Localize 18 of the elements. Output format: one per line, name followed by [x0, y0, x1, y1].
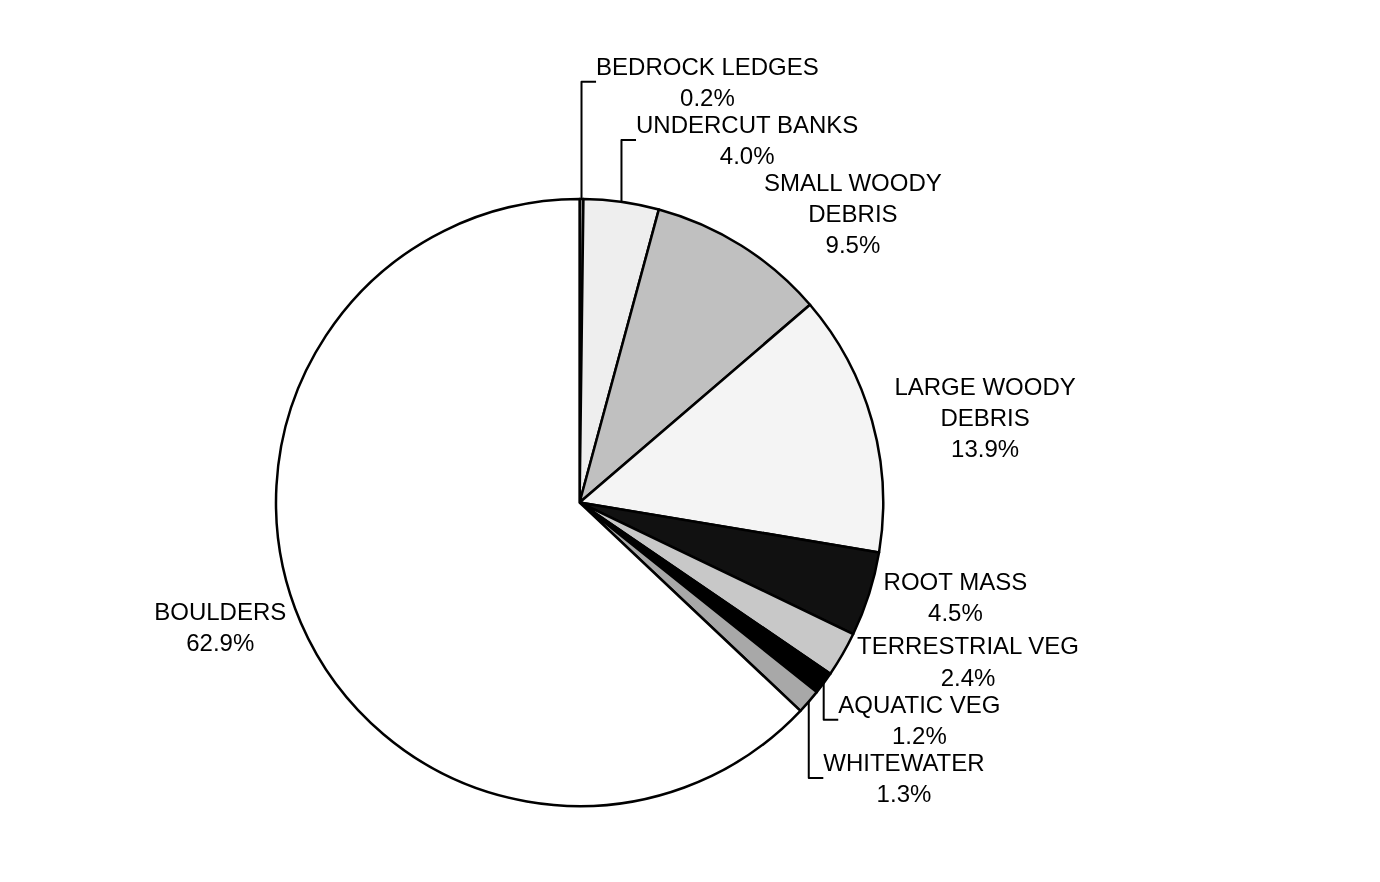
data-label: 1.2% — [892, 721, 947, 749]
slice-label: BOULDERS — [154, 598, 287, 626]
data-label: 4.5% — [928, 598, 983, 626]
slice-label: TERRESTRIAL VEG — [857, 632, 1079, 660]
slice-label: SMALL WOODY DEBRIS — [763, 169, 942, 228]
data-label: 9.5% — [825, 231, 881, 259]
data-label: 1.3% — [876, 780, 932, 808]
data-label: 13.9% — [951, 435, 1020, 463]
slice-label: ROOT MASS — [883, 567, 1028, 595]
slice-label: UNDERCUT BANKS — [636, 110, 859, 138]
data-label: 2.4% — [940, 663, 996, 691]
slice-label: AQUATIC VEG — [838, 690, 1001, 718]
slice-label: LARGE WOODY DEBRIS — [894, 373, 1076, 432]
data-label: 0.2% — [680, 83, 735, 111]
slice-label: BEDROCK LEDGES — [596, 52, 819, 80]
slice-label: WHITEWATER — [823, 748, 985, 776]
data-label: 4.0% — [719, 142, 775, 170]
data-label: 62.9% — [186, 629, 255, 657]
